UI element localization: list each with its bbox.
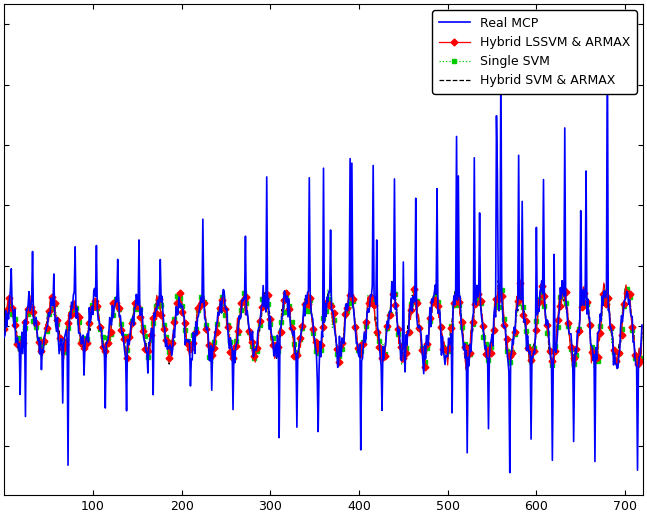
Single SVM xyxy=(78,338,85,344)
Hybrid SVM & ARMAX xyxy=(176,294,184,300)
Real MCP xyxy=(401,369,409,375)
Hybrid SVM & ARMAX xyxy=(0,323,8,329)
Real MCP xyxy=(638,322,646,328)
Hybrid SVM & ARMAX xyxy=(401,345,409,352)
Hybrid LSSVM & ARMAX xyxy=(12,329,19,336)
Line: Single SVM: Single SVM xyxy=(2,275,644,371)
Single SVM xyxy=(142,345,150,351)
Real MCP xyxy=(604,23,611,29)
Line: Hybrid LSSVM & ARMAX: Hybrid LSSVM & ARMAX xyxy=(2,280,644,373)
Real MCP xyxy=(420,371,428,377)
Hybrid LSSVM & ARMAX xyxy=(78,340,85,346)
Hybrid SVM & ARMAX xyxy=(142,340,150,346)
Hybrid SVM & ARMAX xyxy=(638,329,646,336)
Hybrid LSSVM & ARMAX xyxy=(463,367,470,373)
Single SVM xyxy=(12,327,19,333)
Single SVM xyxy=(421,359,428,365)
Hybrid LSSVM & ARMAX xyxy=(401,349,409,356)
Hybrid LSSVM & ARMAX xyxy=(496,280,504,286)
Hybrid LSSVM & ARMAX xyxy=(638,323,646,329)
Hybrid LSSVM & ARMAX xyxy=(0,326,8,332)
Single SVM xyxy=(347,274,355,280)
Hybrid LSSVM & ARMAX xyxy=(142,346,150,352)
Hybrid LSSVM & ARMAX xyxy=(176,290,184,296)
Real MCP xyxy=(12,340,19,346)
Single SVM xyxy=(0,323,8,329)
Real MCP xyxy=(176,304,184,310)
Single SVM xyxy=(402,345,410,352)
Legend: Real MCP, Hybrid LSSVM & ARMAX, Single SVM, Hybrid SVM & ARMAX: Real MCP, Hybrid LSSVM & ARMAX, Single S… xyxy=(432,10,637,94)
Hybrid SVM & ARMAX xyxy=(420,355,428,361)
Real MCP xyxy=(78,341,85,347)
Real MCP xyxy=(506,469,514,476)
Hybrid LSSVM & ARMAX xyxy=(420,347,428,354)
Single SVM xyxy=(638,330,646,337)
Real MCP xyxy=(0,334,8,340)
Hybrid SVM & ARMAX xyxy=(78,334,85,340)
Single SVM xyxy=(176,295,184,301)
Hybrid SVM & ARMAX xyxy=(569,367,576,373)
Real MCP xyxy=(142,348,150,355)
Line: Hybrid SVM & ARMAX: Hybrid SVM & ARMAX xyxy=(4,281,642,370)
Hybrid SVM & ARMAX xyxy=(494,278,502,284)
Line: Real MCP: Real MCP xyxy=(4,26,642,473)
Single SVM xyxy=(613,366,621,372)
Hybrid SVM & ARMAX xyxy=(12,328,19,334)
